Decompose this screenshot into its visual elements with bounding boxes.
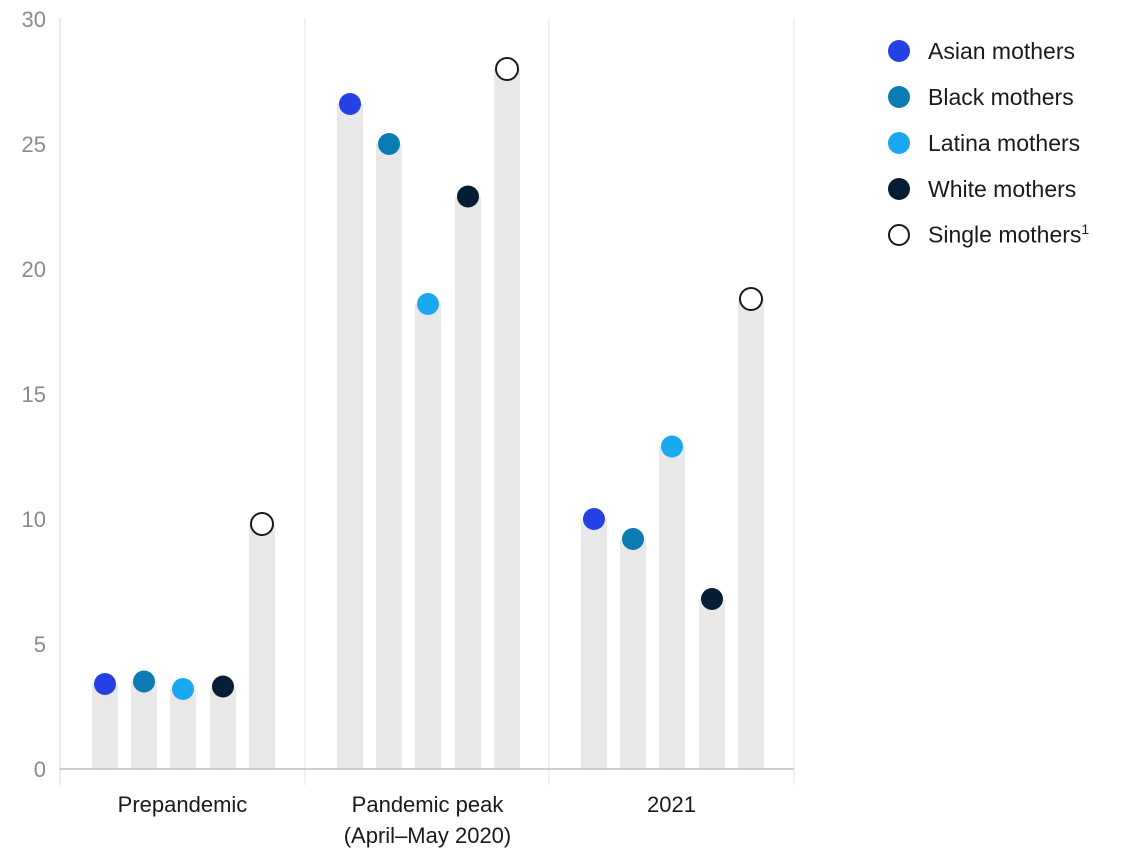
y-tick-label: 30 xyxy=(22,7,46,32)
legend-label-text: White mothers xyxy=(928,175,1077,202)
bar xyxy=(415,304,441,769)
data-point xyxy=(417,293,439,315)
legend-label-text: Single mothers xyxy=(928,221,1082,248)
legend-item: Black mothers xyxy=(888,74,1089,120)
bar xyxy=(455,196,481,769)
data-point xyxy=(495,57,519,81)
data-point xyxy=(457,185,479,208)
legend-swatch xyxy=(888,178,910,200)
data-point xyxy=(583,508,605,530)
data-point xyxy=(622,528,644,550)
data-point xyxy=(212,675,234,698)
data-point xyxy=(94,673,116,695)
legend-item: White mothers xyxy=(888,166,1089,212)
data-point xyxy=(739,287,763,311)
x-category-label: Pandemic peak xyxy=(352,792,505,817)
footnote-marker: 1 xyxy=(1081,221,1090,238)
bar xyxy=(581,519,607,769)
bar xyxy=(131,681,157,769)
legend-label: Single mothers1 xyxy=(928,221,1089,249)
y-tick-label: 25 xyxy=(22,132,46,157)
legend-item: Latina mothers xyxy=(888,120,1089,166)
legend-label: White mothers xyxy=(928,176,1076,203)
legend-item: Asian mothers xyxy=(888,28,1089,74)
y-tick-label: 0 xyxy=(34,757,46,782)
bar xyxy=(738,299,764,769)
legend: Asian mothers Black mothers Latina mothers… xyxy=(888,28,1089,258)
bar xyxy=(249,524,275,769)
data-point xyxy=(661,435,683,458)
y-tick-label: 10 xyxy=(22,507,46,532)
bar xyxy=(699,599,725,769)
y-tick-label: 15 xyxy=(22,382,46,407)
x-category-label: (April–May 2020) xyxy=(344,823,512,848)
data-point xyxy=(172,678,194,700)
legend-label: Black mothers xyxy=(928,84,1074,111)
y-tick-label: 20 xyxy=(22,257,46,282)
legend-label-text: Asian mothers xyxy=(928,37,1076,64)
bar xyxy=(337,104,363,769)
bar xyxy=(494,69,520,769)
x-category-label: 2021 xyxy=(647,792,696,817)
legend-label: Latina mothers xyxy=(928,130,1080,157)
legend-label: Asian mothers xyxy=(928,38,1075,65)
legend-swatch xyxy=(888,224,910,246)
bar xyxy=(170,689,196,769)
legend-label-text: Latina mothers xyxy=(928,129,1081,156)
data-point xyxy=(250,512,274,536)
legend-swatch xyxy=(888,40,910,62)
data-point xyxy=(133,670,155,693)
data-point xyxy=(701,588,723,610)
bar xyxy=(376,144,402,769)
legend-label-text: Black mothers xyxy=(928,83,1074,110)
bar xyxy=(659,446,685,769)
y-tick-label: 5 xyxy=(34,632,46,657)
bar xyxy=(620,539,646,769)
legend-item: Single mothers1 xyxy=(888,212,1089,258)
bar xyxy=(92,684,118,769)
x-category-label: Prepandemic xyxy=(118,792,248,817)
data-point xyxy=(339,93,361,115)
data-point xyxy=(378,133,400,155)
bar xyxy=(210,686,236,769)
legend-swatch xyxy=(888,132,910,154)
legend-swatch xyxy=(888,86,910,108)
